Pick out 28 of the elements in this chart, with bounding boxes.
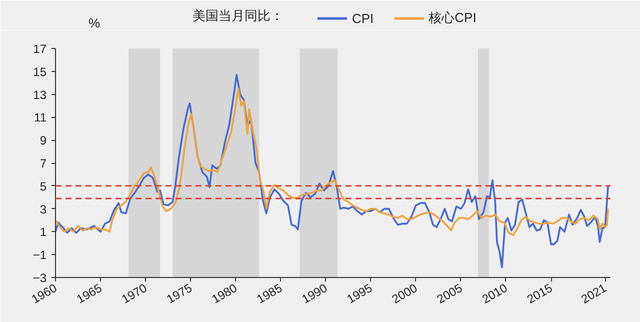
y-tick-label: 1 [40,225,47,240]
y-tick-label: 7 [40,156,47,170]
x-tick-label: 2005 [434,280,465,306]
legend-label: CPI [352,10,374,26]
y-tick-label: 5 [40,179,47,194]
x-tick-label: 1990 [299,280,330,306]
x-tick-label: 1980 [209,280,240,306]
y-tick-label: 3 [40,202,47,216]
x-tick-label: 1985 [254,280,285,306]
y-tick-label: 13 [33,88,47,102]
x-tick-label: 1975 [164,280,195,306]
x-tick-label: 1995 [344,280,375,306]
y-tick-label: 15 [33,64,47,79]
y-tick-label: 11 [34,110,47,125]
legend-title: 美国当月同比： [192,8,284,23]
y-tick-label: 17 [33,42,47,56]
x-tick-label: 2021 [578,280,610,306]
x-tick-label: 1965 [74,280,105,306]
x-tick-label: 2015 [524,280,556,306]
y-axis-title: % [88,16,100,30]
y-tick-label: −1 [32,248,47,262]
legend-label: 核心CPI [428,9,476,27]
line-series [56,88,609,236]
x-tick-label: 1970 [119,280,150,306]
y-tick-label: 9 [40,134,47,148]
x-tick-label: 2010 [480,280,510,306]
line-series [56,74,609,268]
x-tick-label: 2000 [390,280,420,306]
